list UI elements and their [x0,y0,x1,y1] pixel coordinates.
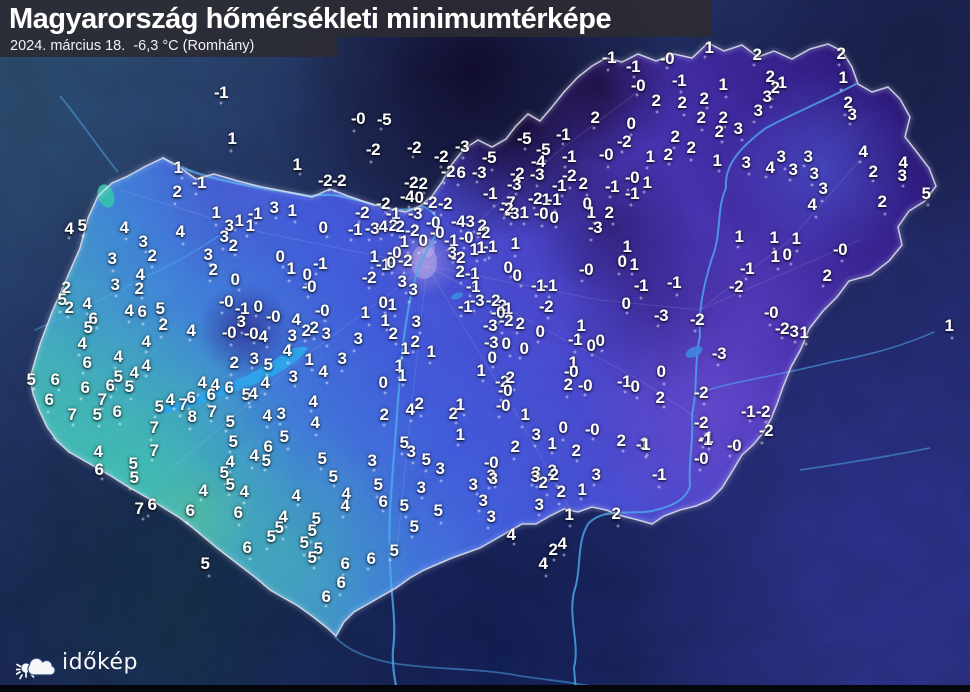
header: Magyarország hőmérsékleti minimumtérképe… [0,0,712,57]
road-lines [119,89,861,561]
lake-velence [451,292,463,300]
page-title: Magyarország hőmérsékleti minimumtérképe [0,0,712,37]
raba-river [34,234,221,331]
lake-balaton [161,346,308,414]
lake-tisza [685,346,703,358]
tisza-river [571,83,857,692]
bottom-bar [0,685,970,692]
idokep-logo: időkép [16,644,138,680]
page-subtitle: 2024. március 18. -6,3 °C (Romhány) [0,37,337,57]
koros-river [697,331,935,395]
logo-wordmark: időkép [62,649,138,675]
lakes [97,184,703,414]
cloud-sun-icon [16,657,56,680]
